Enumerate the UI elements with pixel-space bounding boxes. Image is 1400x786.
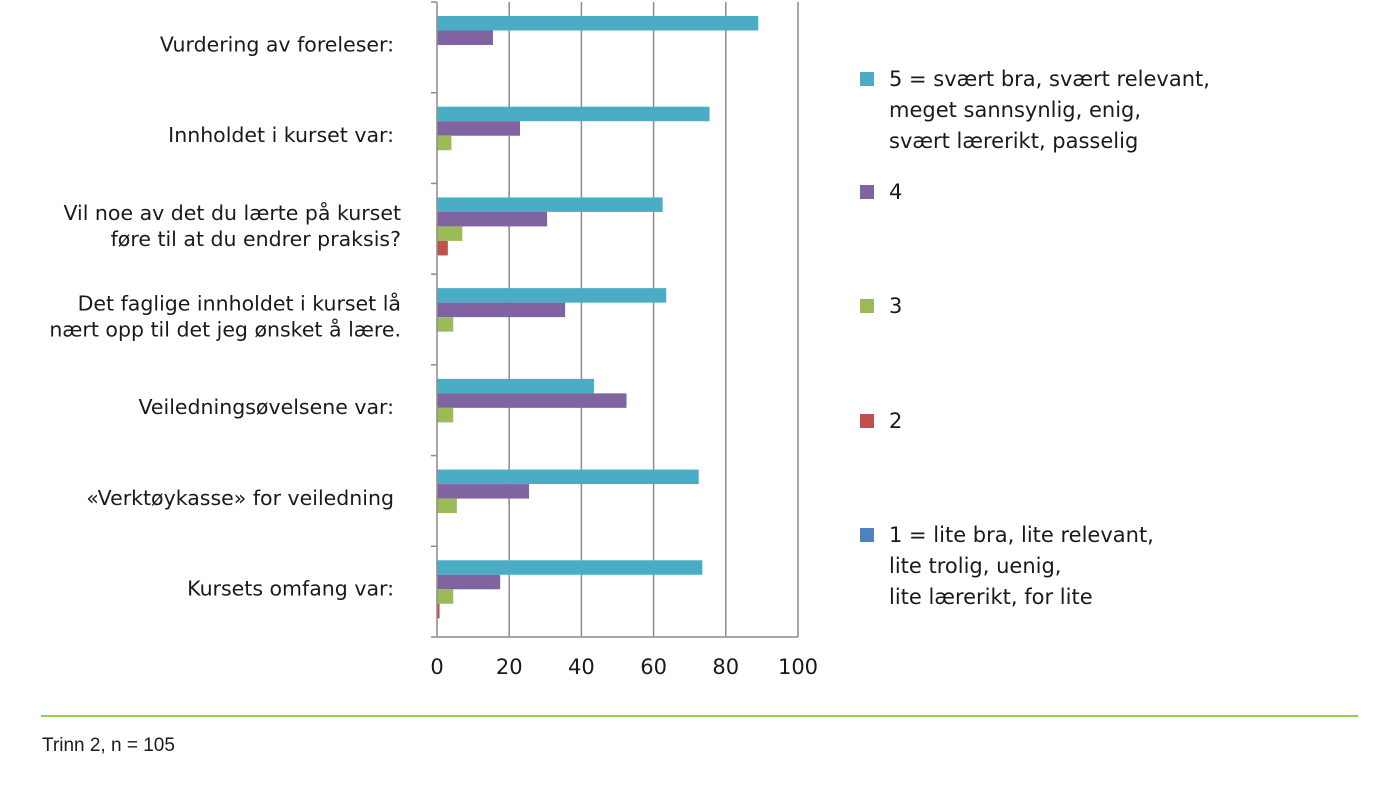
- category-label-1: Vurdering av foreleser:: [160, 32, 394, 56]
- category-label-6: «Verktøykasse» for veiledning: [86, 486, 394, 510]
- bar-series4-cat7: [437, 603, 440, 619]
- tick-label-20: 20: [496, 655, 523, 679]
- legend-swatch-3: [860, 299, 874, 313]
- bar-series2-cat4: [437, 302, 566, 318]
- bar-series2-cat6: [437, 484, 530, 499]
- legend-label-1: 1 = lite bra, lite relevant, lite trolig…: [889, 523, 1154, 609]
- category-labels: Vurdering av foreleser: Innholdet i kurse…: [49, 32, 401, 600]
- bar-series1-cat4: [437, 288, 667, 303]
- bar-series3-cat3: [437, 226, 463, 241]
- bar-series1-cat7: [437, 560, 703, 575]
- bar-series4-cat3: [437, 240, 448, 256]
- bar-series1-cat3: [437, 197, 663, 212]
- legend-swatch-4: [860, 185, 874, 199]
- bar-chart: Vurdering av foreleser: Innholdet i kurse…: [49, 1, 818, 679]
- legend-swatch-1: [860, 528, 874, 542]
- legend-swatch-5: [860, 72, 874, 86]
- bar-series2-cat2: [437, 121, 521, 136]
- category-label-5: Veiledningsøvelsene var:: [139, 395, 395, 419]
- tick-label-100: 100: [778, 655, 818, 679]
- bar-series2-cat1: [437, 30, 493, 45]
- tick-label-40: 40: [568, 655, 595, 679]
- bar-series1-cat2: [437, 106, 710, 122]
- value-axis-ticks: 0 20 40 60 80 100: [430, 655, 818, 679]
- tick-label-0: 0: [430, 655, 443, 679]
- bar-series3-cat2: [437, 135, 452, 151]
- bar-series1-cat5: [437, 378, 595, 394]
- bar-series2-cat5: [437, 393, 627, 408]
- bar-series3-cat4: [437, 317, 454, 332]
- legend-label-2: 2: [889, 409, 903, 433]
- bar-series3-cat5: [437, 407, 454, 423]
- bar-series2-cat3: [437, 211, 548, 227]
- bar-series1-cat6: [437, 469, 699, 485]
- category-label-2: Innholdet i kurset var:: [168, 123, 394, 147]
- category-label-7: Kursets omfang var:: [187, 577, 394, 601]
- tick-label-60: 60: [640, 655, 667, 679]
- category-axis: [431, 1, 798, 638]
- gridlines: [508, 2, 799, 637]
- tick-label-80: 80: [712, 655, 739, 679]
- bar-series3-cat6: [437, 498, 457, 514]
- category-label-3: Vil noe av det du lærte på kurset føre ti…: [63, 200, 401, 251]
- category-label-4: Det faglige innholdet i kurset lå nært op…: [49, 291, 401, 342]
- legend-label-4: 4: [889, 180, 903, 204]
- footer-divider: [41, 715, 1358, 717]
- bar-series1-cat1: [437, 16, 759, 31]
- legend-label-3: 3: [889, 294, 903, 318]
- legend-label-5: 5 = svært bra, svært relevant, meget san…: [889, 67, 1210, 153]
- bars: [437, 16, 759, 619]
- bar-series2-cat7: [437, 574, 501, 590]
- bar-series3-cat7: [437, 589, 454, 604]
- legend-swatch-2: [860, 414, 874, 428]
- footer-note: Trinn 2, n = 105: [42, 735, 175, 756]
